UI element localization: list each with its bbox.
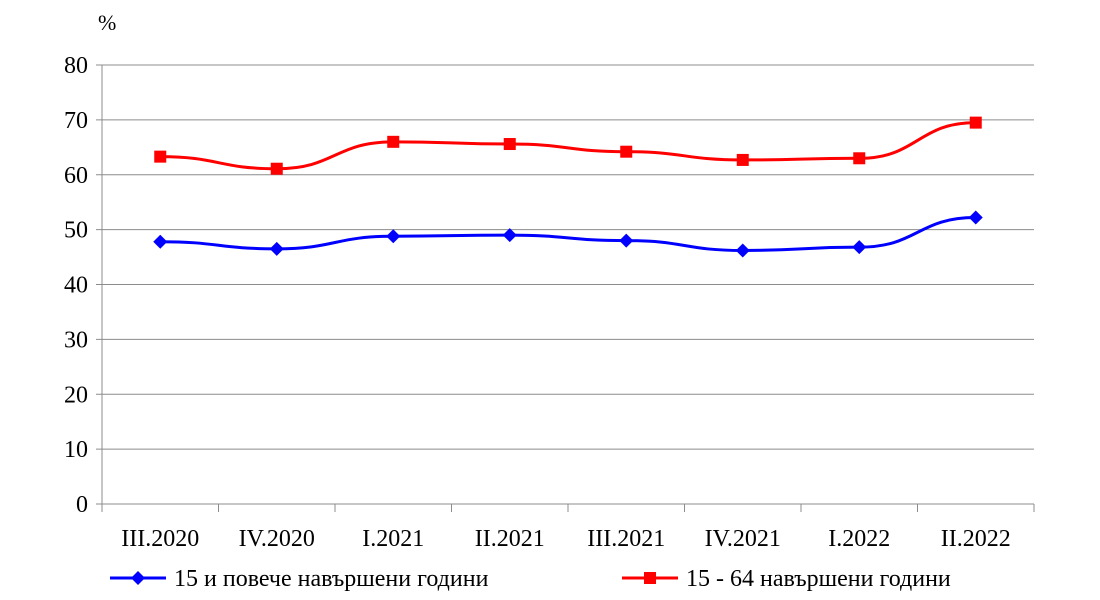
legend-swatch-marker	[644, 572, 656, 584]
y-tick-label: 80	[64, 53, 88, 79]
data-point	[620, 145, 633, 158]
y-tick-label: 0	[76, 492, 88, 518]
data-point	[969, 116, 982, 129]
series-2	[154, 116, 982, 175]
data-point	[503, 138, 516, 151]
x-tick-label: II.2022	[941, 526, 1011, 552]
legend-item-1: 15 и повече навършени години	[110, 566, 489, 592]
data-point	[853, 152, 866, 165]
y-tick-labels: 0 10 20 30 40 50 60 70 80	[64, 53, 88, 518]
y-tick-label: 50	[64, 218, 88, 244]
data-point	[502, 228, 517, 243]
data-point	[619, 233, 634, 248]
data-point	[736, 153, 749, 166]
axes	[96, 64, 1035, 512]
y-tick-label: 70	[64, 108, 88, 134]
data-point	[968, 210, 983, 225]
legend-item-2: 15 - 64 навършени години	[622, 566, 951, 592]
data-point	[153, 234, 168, 249]
x-tick-label: IV.2021	[705, 526, 781, 552]
x-tick-label: II.2021	[475, 526, 545, 552]
x-tick-label: III.2021	[587, 526, 665, 552]
x-tick-label: I.2021	[362, 526, 424, 552]
y-tick-label: 60	[64, 163, 88, 189]
gridlines	[102, 64, 1034, 505]
y-tick-label: 30	[64, 327, 88, 353]
series-1	[153, 210, 983, 258]
data-point	[387, 135, 400, 148]
series-line-1	[160, 216, 976, 252]
data-point	[154, 150, 167, 163]
data-point	[270, 162, 283, 175]
y-unit-label: %	[98, 10, 116, 35]
y-tick-label: 40	[64, 273, 88, 299]
data-point	[386, 229, 401, 244]
legend-swatch-marker	[131, 571, 145, 585]
x-tick-label: III.2020	[121, 526, 199, 552]
data-point	[269, 241, 284, 256]
y-tick-label: 10	[64, 437, 88, 463]
legend-label: 15 - 64 навършени години	[686, 566, 951, 592]
data-point	[852, 240, 867, 255]
x-tick-label: I.2022	[828, 526, 890, 552]
x-tick-labels: III.2020 IV.2020 I.2021 II.2021 III.2021 IV.2…	[121, 526, 1010, 552]
series-layer	[153, 116, 983, 258]
legend-label: 15 и повече навършени години	[174, 566, 489, 592]
data-point	[735, 243, 750, 258]
legend: 15 и повече навършени години 15 - 64 навъ…	[110, 566, 951, 592]
x-tick-label: IV.2020	[239, 526, 315, 552]
y-tick-label: 20	[64, 382, 88, 408]
